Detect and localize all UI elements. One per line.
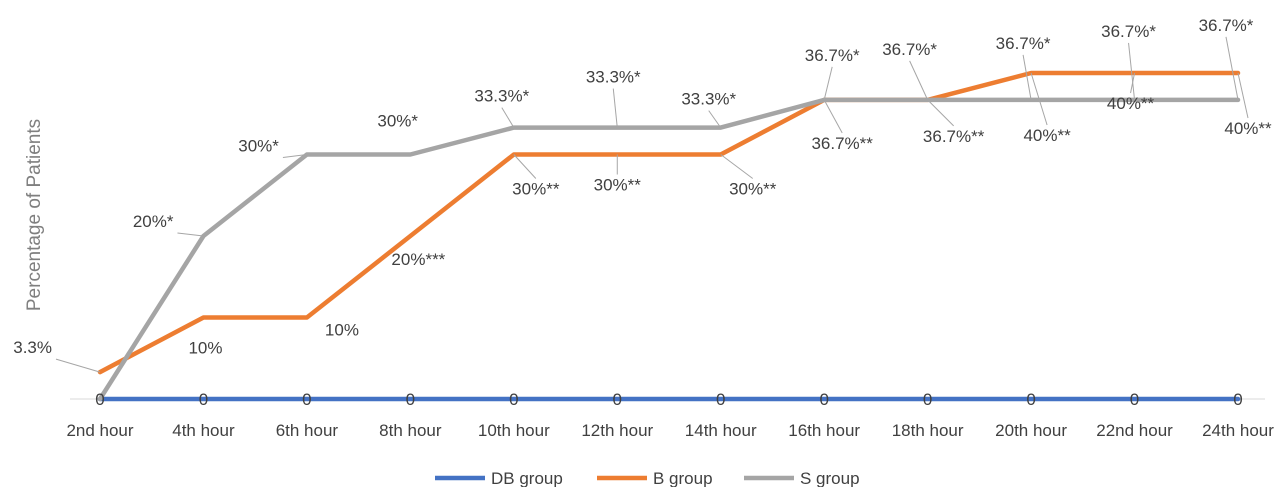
legend-label: S group	[800, 469, 860, 487]
data-label-b-group: 30%**	[512, 180, 560, 199]
data-label-db-group: 0	[406, 390, 415, 409]
x-tick-label: 6th hour	[276, 421, 339, 440]
leader-line	[823, 99, 843, 134]
data-label-b-group: 36.7%**	[923, 127, 985, 146]
data-label-b-group: 40%**	[1023, 126, 1071, 145]
leader-line	[282, 154, 307, 158]
data-label-s-group: 36.7%*	[882, 40, 937, 59]
data-label-b-group: 40%**	[1107, 94, 1155, 113]
data-label-s-group: 33.3%*	[474, 87, 529, 106]
data-label-s-group: 30%*	[238, 137, 279, 156]
leader-line	[177, 232, 204, 237]
data-label-db-group: 0	[819, 390, 828, 409]
x-tick-label: 8th hour	[379, 421, 442, 440]
series-line-b-group	[97, 70, 1241, 375]
leader-line	[612, 88, 618, 128]
data-label-db-group: 0	[509, 390, 518, 409]
data-label-db-group: 0	[1130, 390, 1139, 409]
y-axis-label: Percentage of Patients	[24, 119, 45, 311]
x-tick-label: 24th hour	[1202, 421, 1274, 440]
leader-line	[1237, 72, 1249, 119]
x-tick-label: 10th hour	[478, 421, 550, 440]
data-label-s-group: 30%*	[377, 112, 418, 131]
x-tick-label: 4th hour	[172, 421, 235, 440]
x-tick-label: 16th hour	[788, 421, 860, 440]
data-label-b-group: 30%**	[594, 176, 642, 195]
data-label-layer: 0 0 0 0 0 0 0 0 0 0 0 0 3.3% 10% 10% 20%*** 30%** 30%** 30…	[13, 16, 1272, 409]
legend: DB group B group S group	[435, 469, 860, 487]
leader-line	[927, 99, 954, 127]
leader-line	[501, 107, 515, 128]
data-label-s-group: 36.7%*	[805, 46, 860, 65]
x-tick-label: 12th hour	[581, 421, 653, 440]
series-line-s-group	[97, 97, 1241, 402]
data-label-s-group: 33.3%*	[586, 68, 641, 87]
x-tick-label: 18th hour	[892, 421, 964, 440]
data-label-b-group: 40%**	[1224, 119, 1272, 138]
data-label-b-group: 36.7%**	[811, 134, 873, 153]
data-label-db-group: 0	[95, 390, 104, 409]
data-label-db-group: 0	[613, 390, 622, 409]
leader-line	[823, 66, 833, 101]
series-layer	[97, 70, 1241, 402]
data-label-b-group: 3.3%	[13, 338, 52, 357]
leader-line	[720, 154, 754, 179]
data-label-db-group: 0	[716, 390, 725, 409]
data-label-db-group: 0	[1026, 390, 1035, 409]
data-label-db-group: 0	[1233, 390, 1242, 409]
data-label-db-group: 0	[199, 390, 208, 409]
data-label-s-group: 36.7%*	[1101, 22, 1156, 41]
x-tick-label: 2nd hour	[66, 421, 133, 440]
data-label-db-group: 0	[302, 390, 311, 409]
data-label-s-group: 20%*	[133, 212, 174, 231]
leader-line	[1128, 42, 1136, 100]
data-label-db-group: 0	[923, 390, 932, 409]
legend-label: DB group	[491, 469, 563, 487]
leader-line	[513, 154, 537, 179]
data-label-b-group: 20%***	[391, 250, 445, 269]
data-label-b-group: 30%**	[729, 180, 777, 199]
x-tick-label: 20th hour	[995, 421, 1067, 440]
leader-line	[1030, 72, 1048, 126]
leader-line	[909, 60, 929, 101]
data-label-s-group: 36.7%*	[996, 34, 1051, 53]
leader-line	[708, 110, 722, 128]
data-label-b-group: 10%	[188, 339, 222, 358]
data-label-s-group: 33.3%*	[681, 90, 736, 109]
axis-layer: 2nd hour 4th hour 6th hour 8th hour 10th hou…	[24, 119, 1274, 440]
leader-line	[1225, 36, 1239, 100]
x-tick-label: 14th hour	[685, 421, 757, 440]
legend-label: B group	[653, 469, 713, 487]
x-tick-label: 22nd hour	[1096, 421, 1173, 440]
data-label-b-group: 10%	[325, 321, 359, 340]
data-label-s-group: 36.7%*	[1199, 16, 1254, 35]
leader-line	[1022, 54, 1032, 100]
leader-line	[55, 358, 101, 373]
